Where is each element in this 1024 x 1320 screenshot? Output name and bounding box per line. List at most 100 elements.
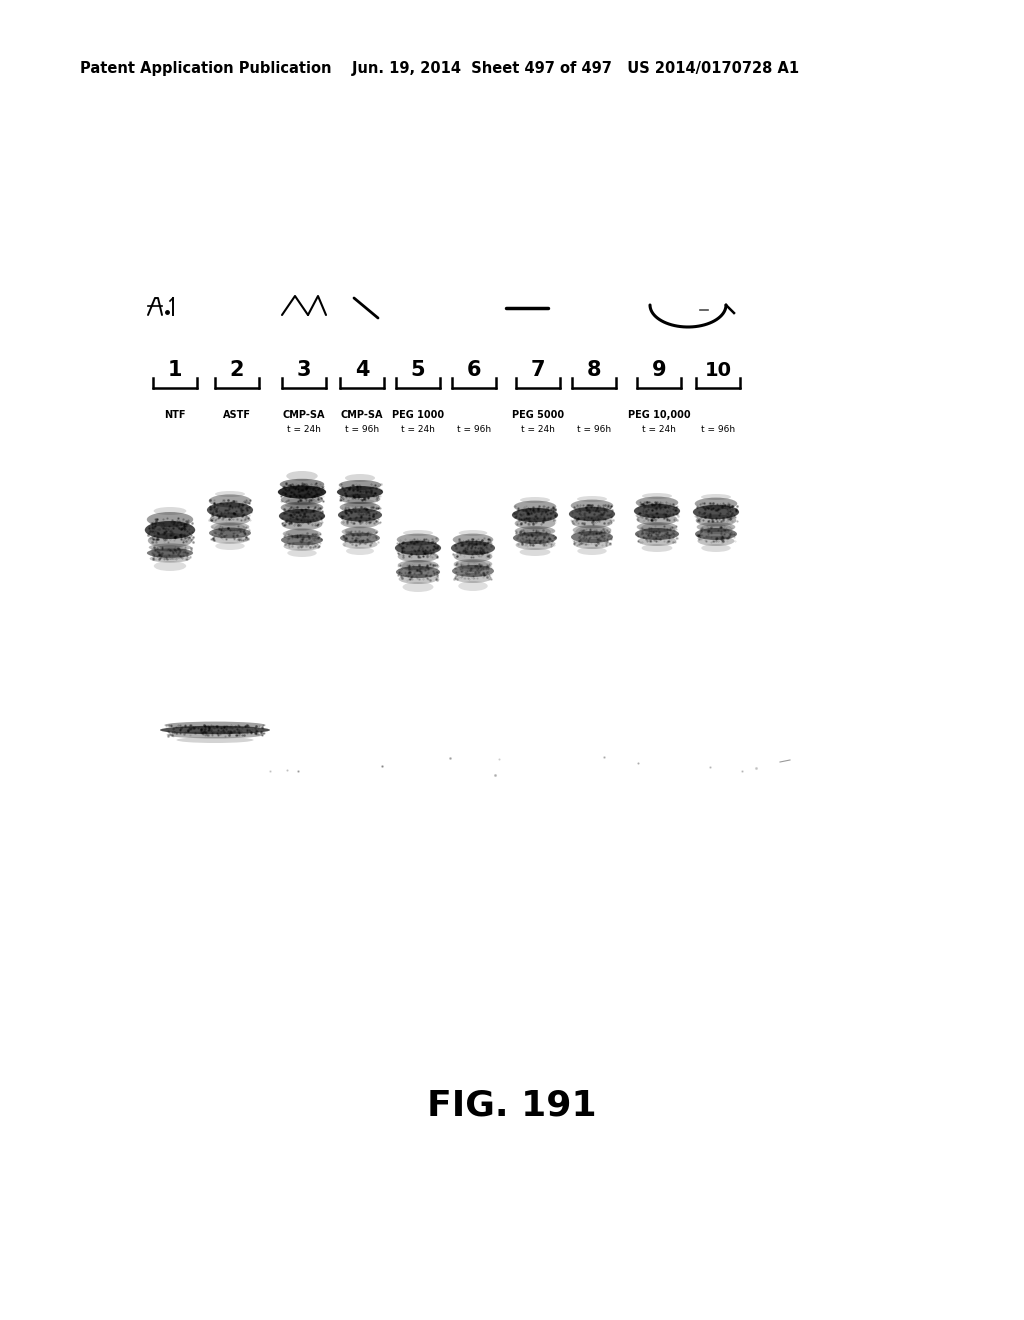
- Ellipse shape: [396, 566, 440, 578]
- Ellipse shape: [634, 504, 680, 519]
- Ellipse shape: [695, 528, 737, 540]
- Text: t = 24h: t = 24h: [642, 425, 676, 434]
- Ellipse shape: [288, 549, 316, 557]
- Text: PEG 5000: PEG 5000: [512, 411, 564, 420]
- Ellipse shape: [512, 508, 558, 523]
- Text: 9: 9: [651, 360, 667, 380]
- Ellipse shape: [286, 528, 318, 539]
- Text: 2: 2: [229, 360, 245, 380]
- Ellipse shape: [693, 504, 739, 519]
- Ellipse shape: [287, 471, 317, 480]
- Text: CMP-SA: CMP-SA: [283, 411, 326, 420]
- Ellipse shape: [346, 546, 374, 554]
- Ellipse shape: [578, 546, 606, 554]
- Ellipse shape: [212, 535, 249, 544]
- Ellipse shape: [147, 533, 193, 548]
- Ellipse shape: [396, 533, 439, 545]
- Ellipse shape: [209, 495, 251, 507]
- Ellipse shape: [572, 525, 611, 535]
- Ellipse shape: [459, 581, 487, 591]
- Ellipse shape: [453, 533, 494, 545]
- Text: 4: 4: [354, 360, 370, 380]
- Ellipse shape: [635, 528, 679, 540]
- Ellipse shape: [341, 517, 380, 528]
- Ellipse shape: [345, 474, 375, 482]
- Ellipse shape: [340, 494, 380, 504]
- Ellipse shape: [281, 535, 323, 545]
- Ellipse shape: [513, 532, 557, 544]
- Text: t = 24h: t = 24h: [521, 425, 555, 434]
- Ellipse shape: [637, 521, 677, 532]
- Text: 6: 6: [467, 360, 481, 380]
- Ellipse shape: [701, 494, 731, 500]
- Ellipse shape: [281, 494, 324, 506]
- Ellipse shape: [455, 573, 492, 583]
- Ellipse shape: [515, 525, 555, 536]
- Ellipse shape: [165, 722, 265, 729]
- Ellipse shape: [339, 480, 381, 490]
- Ellipse shape: [287, 498, 317, 504]
- Ellipse shape: [283, 529, 322, 539]
- Text: 7: 7: [530, 360, 545, 380]
- Ellipse shape: [150, 554, 190, 562]
- Text: t = 96h: t = 96h: [457, 425, 492, 434]
- Ellipse shape: [207, 502, 253, 517]
- Text: ASTF: ASTF: [223, 411, 251, 420]
- Text: 8: 8: [587, 360, 601, 380]
- Ellipse shape: [641, 523, 673, 533]
- Ellipse shape: [573, 539, 610, 549]
- Ellipse shape: [146, 512, 194, 527]
- Ellipse shape: [278, 486, 327, 499]
- Ellipse shape: [519, 548, 551, 556]
- Ellipse shape: [575, 525, 608, 536]
- Text: 1: 1: [168, 360, 182, 380]
- Ellipse shape: [398, 574, 437, 583]
- Ellipse shape: [451, 541, 495, 556]
- Ellipse shape: [144, 521, 196, 539]
- Text: CMP-SA: CMP-SA: [341, 411, 383, 420]
- Text: Patent Application Publication    Jun. 19, 2014  Sheet 497 of 497   US 2014/0170: Patent Application Publication Jun. 19, …: [80, 61, 799, 75]
- Ellipse shape: [642, 544, 673, 552]
- Ellipse shape: [176, 737, 254, 743]
- Ellipse shape: [211, 523, 249, 531]
- Ellipse shape: [279, 508, 325, 523]
- Ellipse shape: [210, 512, 250, 525]
- Ellipse shape: [695, 515, 736, 527]
- Ellipse shape: [285, 503, 318, 508]
- Text: t = 24h: t = 24h: [287, 425, 321, 434]
- Ellipse shape: [342, 540, 378, 549]
- Text: 5: 5: [411, 360, 425, 380]
- Ellipse shape: [167, 731, 263, 738]
- Ellipse shape: [153, 545, 187, 560]
- Ellipse shape: [160, 726, 270, 734]
- Ellipse shape: [694, 498, 737, 510]
- Ellipse shape: [454, 558, 493, 569]
- Text: FIG. 191: FIG. 191: [427, 1088, 597, 1122]
- Ellipse shape: [570, 499, 613, 512]
- Ellipse shape: [515, 517, 555, 529]
- Text: NTF: NTF: [164, 411, 185, 420]
- Ellipse shape: [281, 502, 324, 513]
- Ellipse shape: [344, 502, 376, 507]
- Ellipse shape: [397, 550, 438, 562]
- Text: PEG 1000: PEG 1000: [392, 411, 444, 420]
- Ellipse shape: [403, 531, 433, 536]
- Ellipse shape: [214, 523, 246, 535]
- Ellipse shape: [454, 550, 493, 562]
- Ellipse shape: [452, 565, 494, 577]
- Ellipse shape: [346, 499, 375, 504]
- Ellipse shape: [337, 486, 383, 498]
- Ellipse shape: [636, 496, 678, 508]
- Ellipse shape: [571, 531, 613, 543]
- Ellipse shape: [342, 527, 378, 536]
- Ellipse shape: [395, 541, 441, 556]
- Ellipse shape: [148, 544, 191, 552]
- Ellipse shape: [516, 540, 554, 550]
- Ellipse shape: [638, 536, 677, 546]
- Ellipse shape: [280, 479, 325, 490]
- Ellipse shape: [514, 500, 556, 512]
- Ellipse shape: [642, 492, 672, 499]
- Ellipse shape: [146, 548, 194, 558]
- Ellipse shape: [519, 527, 551, 537]
- Ellipse shape: [571, 516, 612, 528]
